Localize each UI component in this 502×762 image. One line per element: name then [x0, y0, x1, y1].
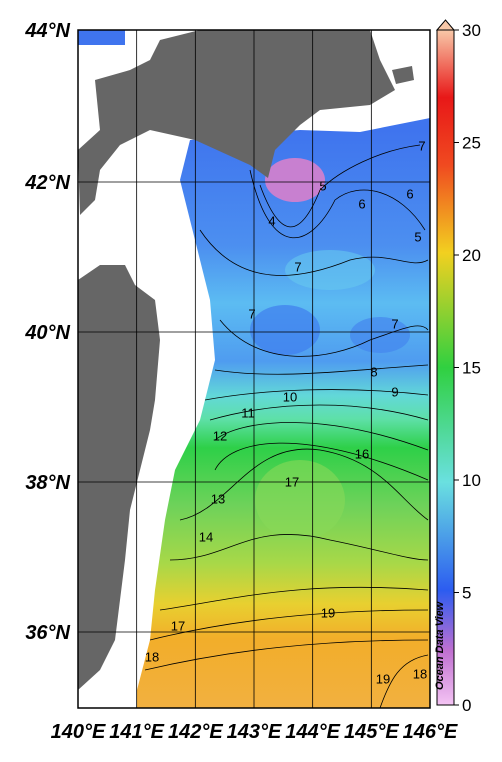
contour-label: 7 [294, 259, 301, 274]
contour-label: 7 [418, 138, 425, 153]
colorbar-tick-label: 10 [462, 471, 481, 490]
lat-label: 40°N [24, 322, 70, 344]
lon-label: 142°E [168, 721, 223, 743]
lon-label: 145°E [344, 721, 399, 743]
lon-label: 143°E [227, 721, 282, 743]
colorbar-tick-label: 30 [462, 21, 481, 40]
contour-label: 9 [391, 384, 398, 399]
contour-label: 6 [406, 186, 413, 201]
contour-label: 19 [321, 605, 335, 620]
lon-label: 140°E [51, 721, 106, 743]
colorbar-cap [435, 19, 456, 31]
colorbar-tick-label: 20 [462, 246, 481, 265]
contour-label: 12 [213, 428, 227, 443]
contour-label: 16 [355, 446, 369, 461]
contour-label: 7 [391, 316, 398, 331]
lon-label: 144°E [285, 721, 340, 743]
contour-label: 13 [211, 491, 225, 506]
contour-label: 5 [319, 178, 326, 193]
contour-label: 6 [358, 196, 365, 211]
contour-label: 17 [285, 474, 299, 489]
lat-label: 36°N [25, 622, 70, 644]
colorbar-tick-label: 5 [462, 584, 471, 603]
contour-label: 8 [370, 364, 377, 379]
contour-label: 5 [414, 229, 421, 244]
contour-label: 14 [199, 529, 213, 544]
contour-label: 18 [145, 649, 159, 664]
contour-label: 19 [376, 671, 390, 686]
contour-label: 11 [241, 405, 255, 420]
lon-label: 141°E [109, 721, 164, 743]
colorbar-tick-label: 25 [462, 134, 481, 153]
contour-label: 10 [283, 389, 297, 404]
contour-label: 4 [268, 213, 275, 228]
contour-label: 17 [171, 618, 185, 633]
contour-label: 18 [413, 666, 427, 681]
colorbar-tick-label: 0 [462, 696, 471, 715]
lat-label: 42°N [24, 172, 70, 194]
map-frame [77, 29, 431, 709]
contour-label: 7 [248, 306, 255, 321]
credit: Ocean Data View [434, 600, 446, 690]
lon-label: 146°E [403, 721, 458, 743]
colorbar-tick-label: 15 [462, 359, 481, 378]
lat-label: 38°N [25, 472, 70, 494]
lat-label: 44°N [24, 20, 70, 42]
